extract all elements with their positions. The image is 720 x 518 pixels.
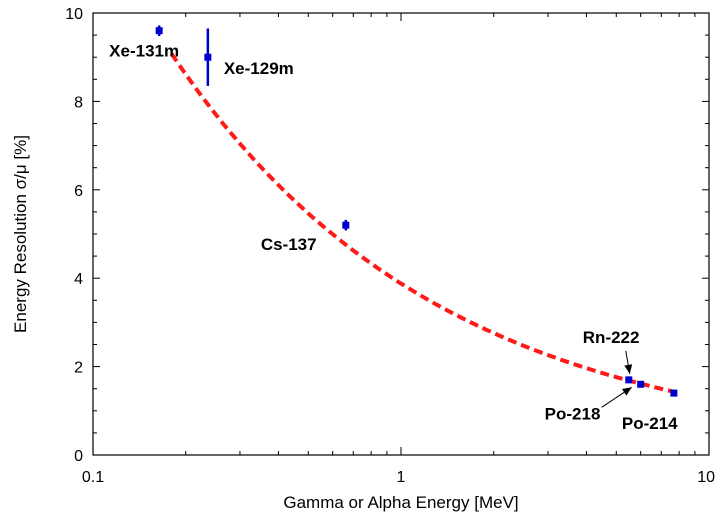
y-tick-label: 4 xyxy=(74,271,83,288)
point-label: Xe-131m xyxy=(109,42,179,61)
axis-ticks: 0 2 4 6 8 10 0.1 1 10 xyxy=(65,6,715,486)
point-label: Xe-129m xyxy=(224,59,294,78)
data-point xyxy=(155,27,163,35)
x-tick-label: 0.1 xyxy=(82,469,104,486)
plot-frame xyxy=(92,12,710,456)
y-tick-label: 8 xyxy=(74,94,83,111)
y-tick-label: 0 xyxy=(74,448,83,465)
point-label: Po-214 xyxy=(622,414,678,433)
x-tick-label: 1 xyxy=(397,469,406,486)
x-tick-label: 10 xyxy=(697,469,715,486)
point-label: Cs-137 xyxy=(261,235,317,254)
data-point xyxy=(670,389,678,397)
y-tick-label: 6 xyxy=(74,183,83,200)
data-point xyxy=(625,376,633,384)
label-arrows xyxy=(601,350,633,408)
annotation-arrowhead xyxy=(624,364,633,374)
y-axis-title: Energy Resolution σ/μ [%] xyxy=(11,135,30,333)
y-tick-label: 2 xyxy=(74,360,83,377)
y-tick-label: 10 xyxy=(65,6,83,23)
data-point xyxy=(342,221,350,229)
annotation-arrowhead xyxy=(621,387,632,396)
point-label: Po-218 xyxy=(545,404,601,423)
point-labels: Xe-131m Xe-129m Cs-137 Rn-222 Po-218 Po-214 xyxy=(109,42,678,433)
point-label: Rn-222 xyxy=(583,328,640,347)
x-axis-title: Gamma or Alpha Energy [MeV] xyxy=(283,493,518,512)
data-point xyxy=(204,53,212,61)
fit-curve xyxy=(169,52,675,394)
data-point xyxy=(637,380,645,388)
data-points xyxy=(155,25,678,397)
